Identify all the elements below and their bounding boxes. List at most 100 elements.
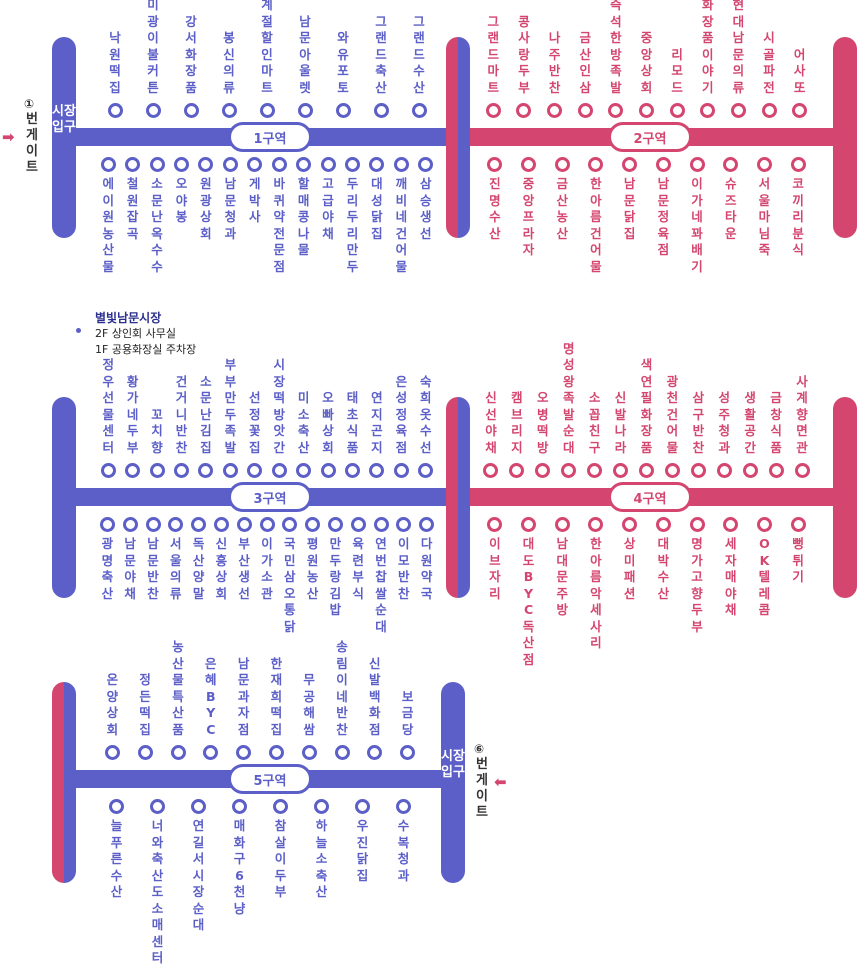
- shop-label[interactable]: 광명축산: [101, 536, 114, 601]
- shop-marker[interactable]: [296, 157, 312, 172]
- shop-marker[interactable]: [259, 517, 275, 532]
- shop-label[interactable]: 독산양말: [192, 536, 205, 601]
- shop-label[interactable]: 중앙프라자: [522, 176, 535, 257]
- shop-marker[interactable]: [396, 799, 411, 814]
- shop-marker[interactable]: [756, 157, 772, 172]
- shop-label[interactable]: 그랜드수산: [413, 13, 425, 95]
- shop-marker[interactable]: [100, 157, 116, 172]
- shop-label[interactable]: 하늘소축산: [315, 818, 328, 899]
- shop-label[interactable]: 정우선물센터: [102, 357, 114, 455]
- shop-marker[interactable]: [100, 463, 116, 478]
- shop-label[interactable]: 대박수산: [657, 536, 670, 601]
- shop-marker[interactable]: [168, 517, 184, 532]
- shop-label[interactable]: 온양상회: [106, 672, 119, 737]
- shop-label[interactable]: 한재희떡집: [270, 655, 283, 737]
- shop-label[interactable]: 연지곤지: [371, 390, 383, 455]
- shop-label[interactable]: 고급야채: [322, 176, 334, 241]
- shop-marker[interactable]: [396, 517, 412, 532]
- shop-label[interactable]: 남문야채: [124, 536, 136, 601]
- shop-marker[interactable]: [104, 745, 120, 760]
- shop-label[interactable]: 명성왕족발순대: [562, 340, 575, 455]
- shop-label[interactable]: 금창식품: [770, 390, 782, 455]
- gate-6-label[interactable]: 번게이트: [476, 757, 488, 820]
- shop-marker[interactable]: [393, 157, 409, 172]
- shop-marker[interactable]: [320, 463, 336, 478]
- shop-label[interactable]: 서울마님죽: [758, 176, 771, 257]
- shop-marker[interactable]: [191, 799, 206, 814]
- shop-marker[interactable]: [282, 517, 298, 532]
- shop-marker[interactable]: [296, 463, 312, 478]
- shop-label[interactable]: 화장품이야기: [702, 0, 714, 95]
- shop-label[interactable]: 부부만두족발: [224, 357, 237, 455]
- shop-marker[interactable]: [700, 103, 716, 118]
- shop-marker[interactable]: [669, 103, 685, 118]
- shop-marker[interactable]: [369, 157, 385, 172]
- shop-marker[interactable]: [213, 517, 229, 532]
- shop-label[interactable]: 매화구6천냥: [233, 818, 246, 916]
- shop-label[interactable]: 무공해쌈: [303, 672, 315, 737]
- shop-label[interactable]: 사계향면관: [796, 373, 808, 455]
- shop-marker[interactable]: [588, 517, 604, 532]
- shop-label[interactable]: 대도BYC독산점: [522, 536, 535, 667]
- shop-label[interactable]: 국민삼오통닭: [284, 536, 296, 634]
- shop-label[interactable]: 오병떡방: [537, 390, 549, 455]
- shop-label[interactable]: 정든떡집: [139, 672, 151, 737]
- shop-marker[interactable]: [122, 517, 138, 532]
- shop-marker[interactable]: [107, 103, 123, 118]
- shop-label[interactable]: 연길서시장순대: [192, 818, 205, 932]
- shop-label[interactable]: 부산생선: [238, 536, 250, 601]
- shop-label[interactable]: 색연필화장품: [640, 357, 653, 455]
- shop-marker[interactable]: [191, 517, 207, 532]
- shop-label[interactable]: 늘푸른수산: [110, 818, 123, 899]
- shop-label[interactable]: 명가고향두부: [691, 536, 703, 634]
- shop-label[interactable]: 남문아울렛: [299, 13, 311, 95]
- shop-marker[interactable]: [790, 517, 806, 532]
- shop-label[interactable]: 이모반찬: [398, 536, 410, 601]
- shop-label[interactable]: 남문반찬: [147, 536, 159, 601]
- shop-label[interactable]: 신발나라: [614, 390, 627, 455]
- shop-marker[interactable]: [373, 517, 389, 532]
- shop-label[interactable]: 은혜BYC: [205, 655, 217, 737]
- gate-1-label[interactable]: 번게이트: [26, 112, 38, 175]
- shop-marker[interactable]: [183, 103, 199, 118]
- shop-label[interactable]: 우진닭집: [356, 818, 369, 883]
- shop-marker[interactable]: [794, 463, 810, 478]
- shop-label[interactable]: 캠브리지: [511, 390, 523, 455]
- shop-label[interactable]: 즉석한방족발: [610, 0, 622, 95]
- shop-label[interactable]: 현대남문의류: [732, 0, 745, 95]
- shop-marker[interactable]: [125, 463, 141, 478]
- shop-label[interactable]: 너와축산도소매센터: [151, 818, 164, 965]
- shop-label[interactable]: 강서화장품: [185, 13, 197, 95]
- shop-marker[interactable]: [273, 799, 288, 814]
- shop-marker[interactable]: [247, 463, 263, 478]
- shop-marker[interactable]: [622, 517, 638, 532]
- shop-marker[interactable]: [271, 463, 287, 478]
- shop-marker[interactable]: [327, 517, 343, 532]
- shop-marker[interactable]: [411, 103, 427, 118]
- shop-label[interactable]: 나주반찬: [548, 30, 561, 95]
- shop-label[interactable]: 리모드: [671, 46, 683, 95]
- shop-marker[interactable]: [768, 463, 784, 478]
- shop-label[interactable]: 미광이불커튼: [147, 0, 159, 95]
- shop-label[interactable]: 원광상회: [200, 176, 212, 241]
- shop-marker[interactable]: [125, 157, 141, 172]
- shop-label[interactable]: 삼구반찬: [692, 390, 705, 455]
- shop-marker[interactable]: [689, 517, 705, 532]
- shop-marker[interactable]: [613, 463, 629, 478]
- shop-label[interactable]: 남대문주방: [556, 536, 568, 617]
- shop-marker[interactable]: [487, 157, 503, 172]
- shop-marker[interactable]: [297, 103, 313, 118]
- shop-label[interactable]: 바퀴약전문점: [273, 176, 285, 274]
- shop-label[interactable]: 슈즈타운: [724, 176, 737, 241]
- shop-marker[interactable]: [149, 463, 165, 478]
- shop-marker[interactable]: [622, 157, 638, 172]
- shop-label[interactable]: 어사또: [793, 46, 806, 95]
- shop-label[interactable]: 시골파전: [763, 30, 775, 95]
- shop-marker[interactable]: [521, 157, 537, 172]
- shop-label[interactable]: 소꼽친구: [588, 390, 601, 455]
- shop-label[interactable]: 신흥상회: [215, 536, 228, 601]
- shop-marker[interactable]: [149, 157, 165, 172]
- shop-marker[interactable]: [716, 463, 732, 478]
- shop-label[interactable]: 미소축산: [297, 390, 310, 455]
- shop-marker[interactable]: [723, 157, 739, 172]
